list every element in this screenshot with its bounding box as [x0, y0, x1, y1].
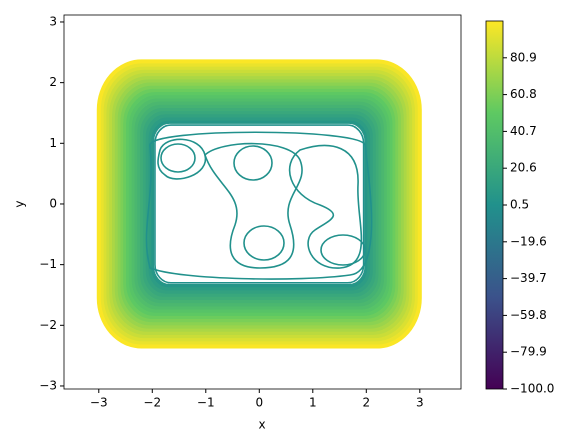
contour-line — [320, 234, 366, 266]
colorbar-tick-label: −19.6 — [510, 234, 547, 248]
colorbar-tick-label: 40.7 — [510, 124, 537, 138]
contour-line — [160, 143, 196, 173]
colorbar-tick-label: −79.9 — [510, 345, 547, 359]
contour-line — [105, 68, 414, 339]
colorbar-tick-label: 80.9 — [510, 50, 537, 64]
contour-line — [144, 113, 375, 295]
contour-line — [122, 88, 397, 320]
contour-line — [124, 91, 394, 317]
contour-line — [130, 97, 389, 311]
contour-line — [141, 110, 377, 298]
x-axis-label: x — [258, 418, 265, 432]
contour-line — [204, 142, 303, 269]
contour-line — [157, 138, 207, 180]
x-tick-label: 0 — [255, 396, 263, 410]
colorbar-tick-label: −100.0 — [510, 382, 554, 396]
colorbar-tick-label: −39.7 — [510, 271, 547, 285]
contour-line — [108, 72, 411, 336]
contour-line — [288, 144, 363, 269]
y-axis-label: y — [13, 200, 27, 207]
contour-line — [127, 94, 391, 314]
contour-line — [154, 124, 365, 284]
contour-area — [96, 59, 422, 349]
contour-line — [119, 84, 400, 324]
contour-line — [145, 131, 373, 280]
y-tick-label: −3 — [39, 378, 57, 392]
colorbar-tick-label: 60.8 — [510, 87, 537, 101]
y-tick-label: −1 — [39, 257, 57, 271]
colorbar-tick-label: −59.8 — [510, 308, 547, 322]
colorbar-tick-label: 20.6 — [510, 161, 537, 175]
contour-line — [99, 62, 419, 346]
colorbar-tick-label: 0.5 — [510, 198, 529, 212]
contour-line — [150, 119, 369, 289]
y-tick-label: 2 — [49, 75, 57, 89]
y-tick-label: 0 — [49, 196, 57, 210]
y-tick-label: 3 — [49, 14, 57, 28]
contour-line — [96, 59, 422, 349]
x-tick-label: 2 — [362, 396, 370, 410]
contour-line — [136, 103, 383, 304]
y-tick-label: 1 — [49, 136, 57, 150]
contour-line — [133, 100, 386, 308]
contour-line — [243, 225, 285, 261]
contour-line — [233, 145, 273, 181]
axes-frame — [63, 14, 462, 390]
contour-line — [116, 81, 403, 327]
contour-line — [138, 107, 380, 301]
contour-line — [102, 65, 417, 343]
contour-line — [110, 75, 408, 333]
x-tick-label: −3 — [90, 396, 108, 410]
contour-line — [113, 78, 405, 330]
colorbar — [485, 20, 504, 390]
x-tick-label: 1 — [309, 396, 317, 410]
y-tick-label: −2 — [39, 318, 57, 332]
x-tick-label: −1 — [197, 396, 215, 410]
x-tick-label: 3 — [416, 396, 424, 410]
inner-contours — [145, 131, 373, 280]
x-tick-label: −2 — [143, 396, 161, 410]
